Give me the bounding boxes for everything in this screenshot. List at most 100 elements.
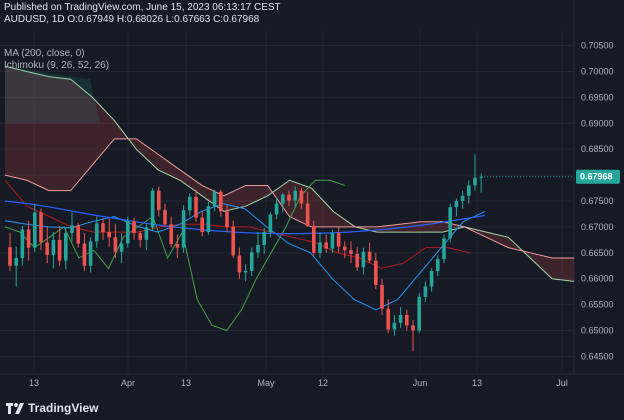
- candle: [51, 232, 56, 269]
- candle: [287, 190, 291, 207]
- candle: [336, 226, 341, 253]
- candle-body: [45, 242, 49, 255]
- candle-body: [305, 203, 310, 226]
- candle-body: [299, 190, 304, 204]
- candle: [45, 226, 49, 264]
- candle-body: [107, 232, 111, 238]
- candle: [299, 188, 304, 209]
- candle-body: [144, 227, 149, 240]
- candle: [349, 241, 353, 264]
- candle: [95, 216, 99, 248]
- cloud-fill: [5, 66, 574, 282]
- price-tick-label: 0.68500: [581, 144, 614, 154]
- candle: [268, 212, 273, 238]
- indicator-ichimoku-label[interactable]: Ichimoku (9, 26, 52, 26): [4, 60, 110, 71]
- candle-body: [411, 325, 415, 331]
- candle-body: [64, 233, 68, 261]
- time-tick-label: 13: [472, 378, 482, 388]
- symbol-label[interactable]: AUDUSD, 1D: [4, 14, 65, 25]
- candle-body: [76, 225, 80, 244]
- candle-body: [8, 247, 12, 266]
- candle-body: [343, 246, 347, 251]
- candle: [219, 189, 223, 217]
- senkou-span-a-line: [4, 65, 575, 282]
- candle: [318, 232, 322, 258]
- candle-body: [398, 315, 403, 323]
- published-notice: Published on TradingView.com, June 15, 2…: [4, 2, 281, 13]
- candle-body: [225, 211, 229, 227]
- open-value: 0.67949: [77, 14, 115, 25]
- candle: [82, 233, 87, 271]
- candle: [225, 205, 229, 233]
- time-tick-label: 13: [29, 378, 39, 388]
- candle-body: [436, 259, 440, 271]
- high-label: H:: [116, 14, 127, 25]
- candle: [138, 231, 142, 248]
- candle-body: [243, 270, 248, 273]
- candle-body: [169, 224, 173, 245]
- candle: [380, 278, 384, 315]
- candle: [113, 224, 118, 258]
- candle-body: [417, 296, 421, 331]
- candle: [206, 202, 211, 235]
- candle: [467, 180, 471, 204]
- candle: [163, 203, 167, 227]
- current-price-label: 0.67968: [580, 172, 613, 182]
- candle: [144, 224, 149, 251]
- candle: [39, 208, 43, 251]
- candle: [429, 268, 434, 292]
- candle-body: [138, 233, 142, 240]
- candle: [88, 237, 93, 273]
- candle-body: [250, 252, 254, 271]
- open-label: O:: [67, 14, 78, 25]
- candle-body: [256, 245, 260, 253]
- candle-body: [200, 217, 204, 233]
- candle-body: [212, 191, 217, 207]
- candle-body: [51, 239, 56, 255]
- tenkan-sen-line: [4, 203, 486, 311]
- candle-body: [380, 284, 384, 309]
- candle: [454, 198, 459, 217]
- candle-body: [312, 225, 316, 253]
- candle-body: [57, 239, 62, 261]
- price-tick-label: 0.66000: [581, 274, 614, 284]
- candle-body: [20, 229, 25, 258]
- indicator-ma-label[interactable]: MA (200, close, 0): [4, 48, 85, 59]
- time-axis[interactable]: 13 Apr 13 May 12 Jun 13 Jul: [29, 378, 568, 388]
- candle-body: [473, 177, 477, 186]
- candle: [436, 255, 440, 277]
- candle-body: [150, 190, 155, 228]
- candle-body: [274, 203, 279, 215]
- candle: [281, 193, 285, 213]
- tradingview-logo: TradingView: [6, 401, 98, 415]
- candle: [330, 229, 335, 253]
- close-value: 0.67968: [223, 14, 260, 25]
- candle: [33, 203, 37, 252]
- price-tick-label: 0.65500: [581, 300, 614, 310]
- candle: [200, 211, 204, 237]
- candle-body: [361, 251, 366, 268]
- candle: [324, 234, 328, 253]
- price-axis[interactable]: 0.705000.700000.695000.690000.685000.680…: [576, 41, 620, 362]
- candle: [250, 247, 254, 277]
- candle: [157, 186, 161, 217]
- price-tick-label: 0.66500: [581, 248, 614, 258]
- price-tick-label: 0.70000: [581, 66, 614, 76]
- candlesticks: [8, 154, 483, 352]
- candle: [411, 320, 415, 352]
- candle-body: [126, 221, 130, 244]
- candle: [169, 216, 173, 248]
- candle-body: [194, 196, 198, 218]
- high-value: 0.68026: [126, 14, 164, 25]
- candle: [150, 188, 155, 232]
- candle: [132, 217, 136, 240]
- candle-body: [82, 243, 87, 266]
- candle: [101, 218, 105, 240]
- candle: [386, 299, 390, 334]
- candle-body: [374, 260, 378, 285]
- time-tick-label: Jul: [556, 378, 568, 388]
- candle-body: [175, 244, 180, 248]
- candle: [20, 225, 25, 266]
- candle: [274, 196, 279, 220]
